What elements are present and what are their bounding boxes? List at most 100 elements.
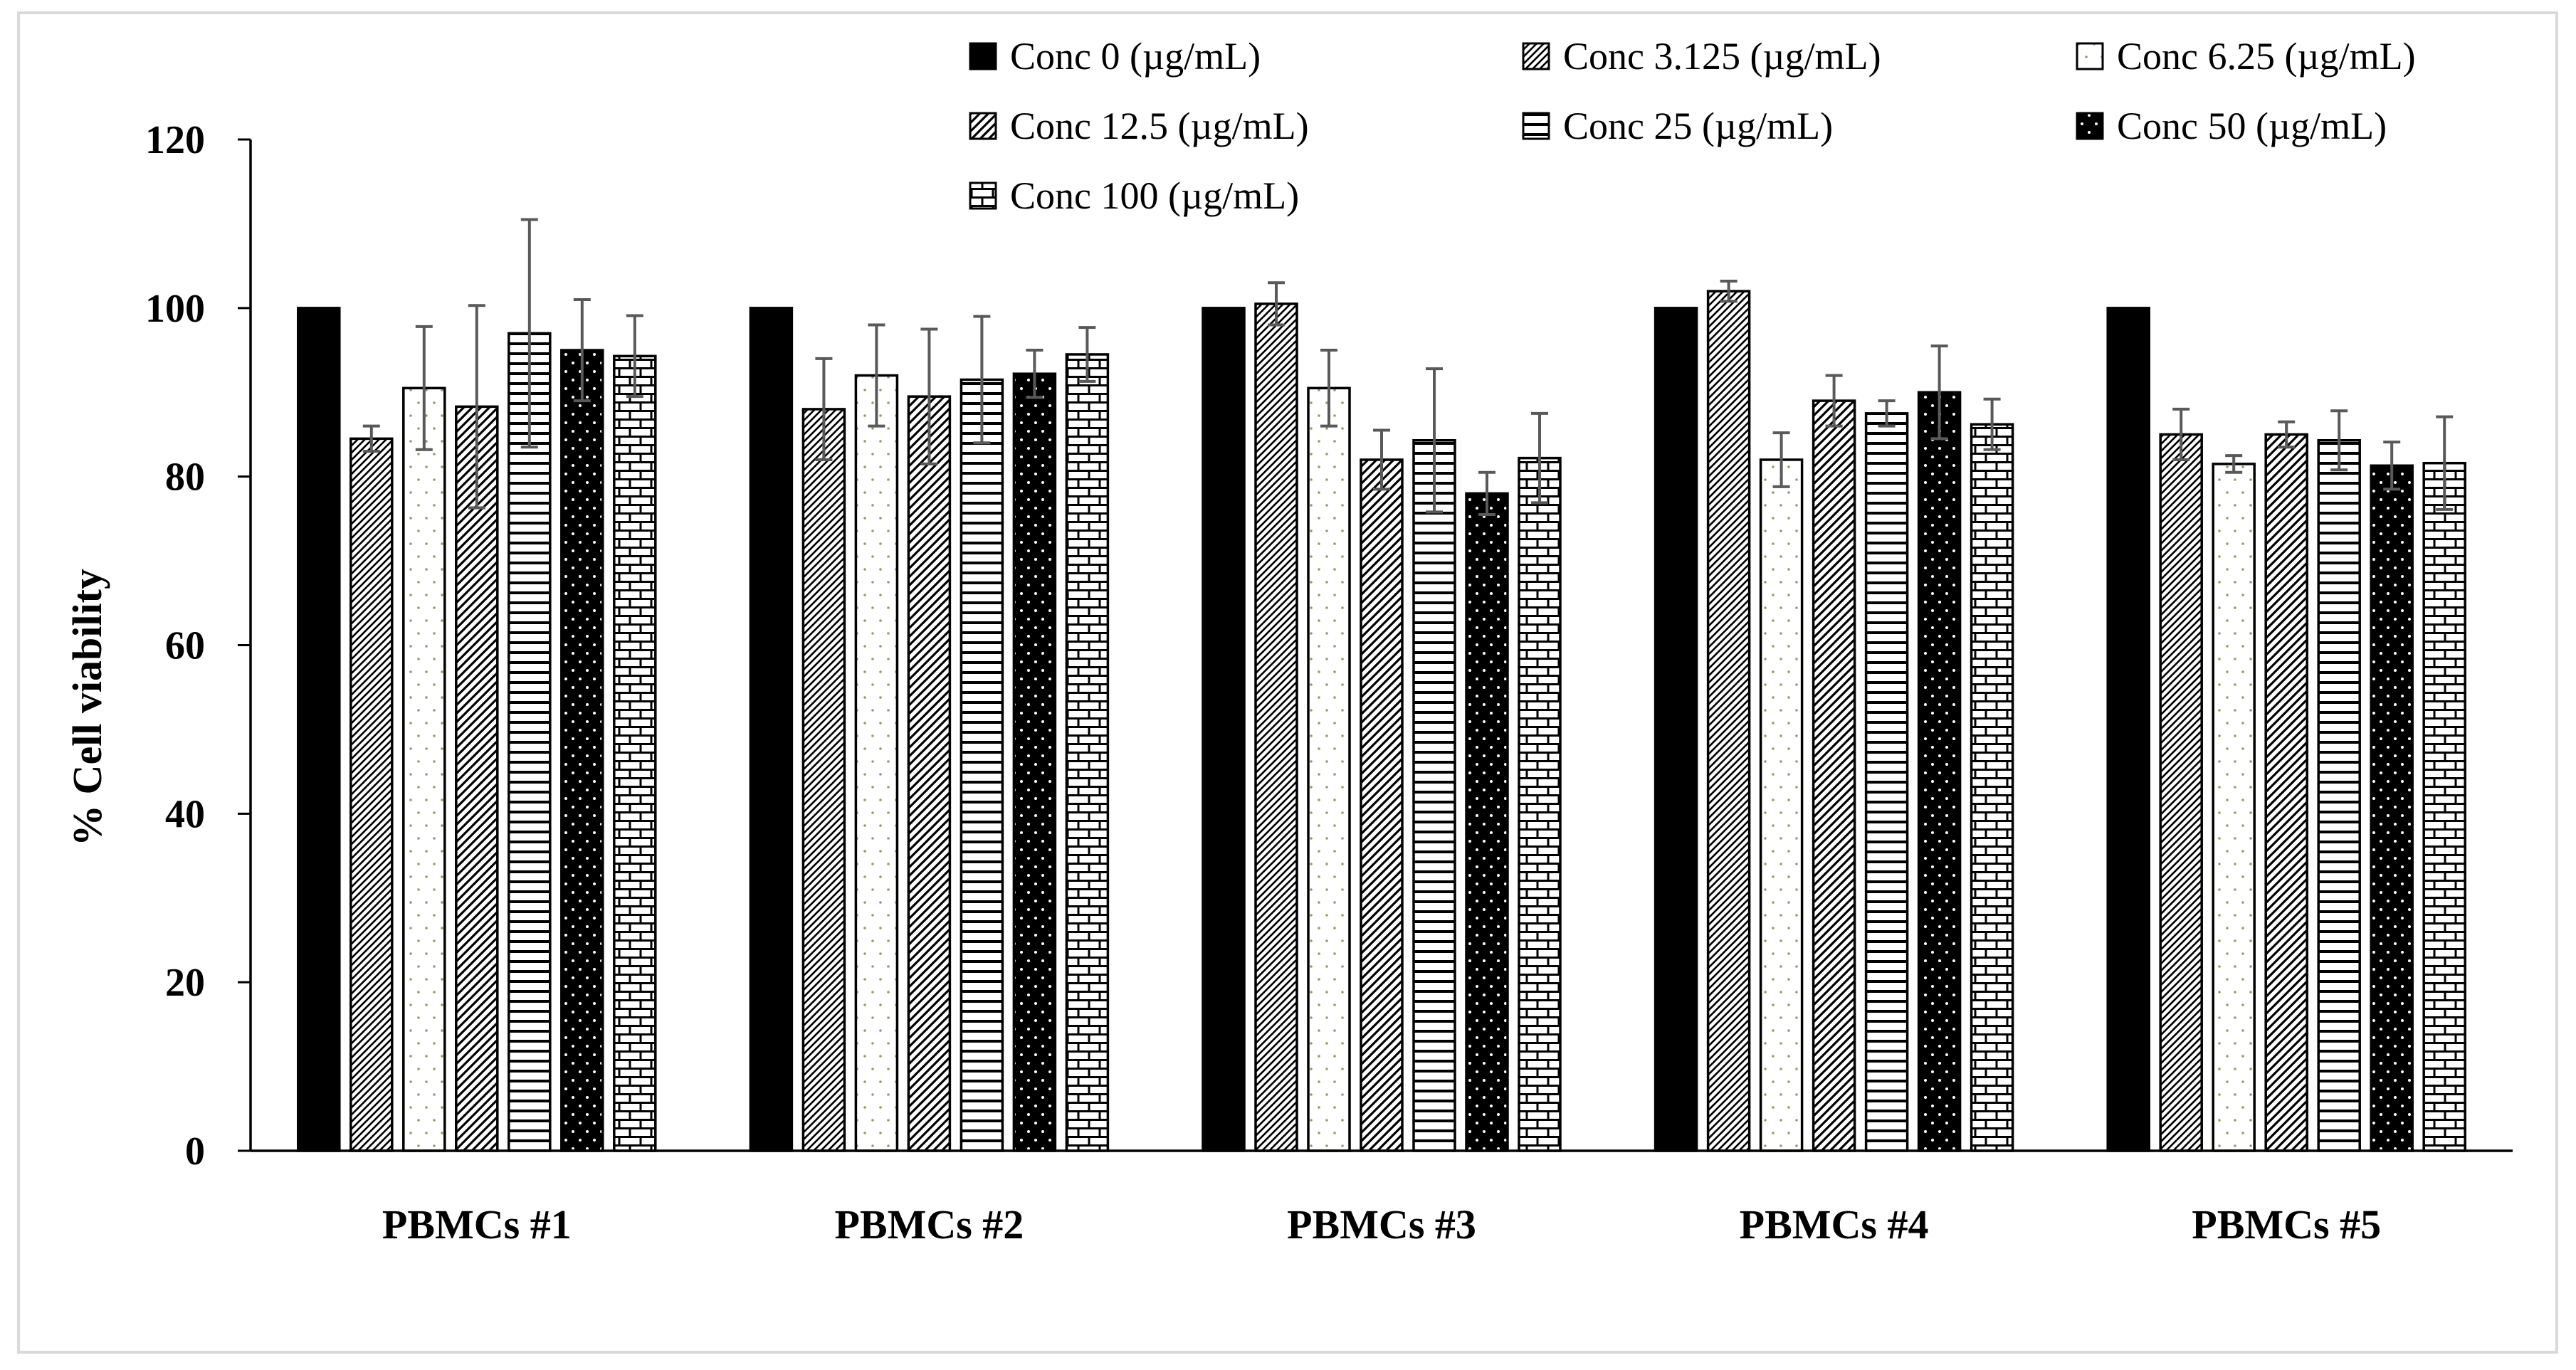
bar-pbmcs-5-series-2	[2159, 433, 2203, 1152]
bar-pbmcs-4-series-6	[1917, 391, 1962, 1152]
error-bar-pbmcs-2-series-6	[1026, 349, 1043, 399]
bar-pbmcs-1-series-7	[613, 354, 657, 1152]
bar-pbmcs-1-series-2	[349, 437, 394, 1152]
error-bar-pbmcs-1-series-6	[573, 297, 591, 403]
bar-pbmcs-3-series-1	[1202, 307, 1246, 1152]
bar-pbmcs-3-series-6	[1465, 492, 1509, 1152]
y-axis-ticks: 0 20 40 60 80 100 120	[145, 118, 251, 1174]
legend-swatch	[1522, 112, 1550, 140]
legend-label: Conc 6.25 (µg/mL)	[2117, 35, 2416, 78]
bar-pbmcs-4-series-1	[1654, 307, 1698, 1152]
legend: Conc 0 (µg/mL) Conc 3.125 (µg/mL) Conc 6.2…	[969, 35, 2416, 217]
error-bar-pbmcs-5-series-7	[2436, 415, 2454, 511]
bar-pbmcs-3-series-4	[1360, 458, 1404, 1152]
legend-item-series-4: Conc 12.5 (µg/mL)	[969, 105, 1309, 147]
y-tick-label: 40	[165, 792, 205, 836]
legend-item-series-7: Conc 100 (µg/mL)	[969, 174, 1299, 217]
error-bar-pbmcs-4-series-7	[1983, 397, 2001, 451]
error-bar-pbmcs-3-series-4	[1373, 428, 1390, 491]
error-bar-pbmcs-4-series-3	[1772, 431, 1790, 488]
legend-swatch	[2076, 112, 2104, 140]
error-bar-pbmcs-2-series-5	[973, 315, 991, 445]
legend-item-series-5: Conc 25 (µg/mL)	[1522, 105, 1833, 147]
error-bar-pbmcs-3-series-2	[1268, 281, 1285, 327]
bar-pbmcs-1-series-3	[402, 386, 446, 1152]
bar-pbmcs-4-series-3	[1759, 458, 1804, 1152]
error-bar-pbmcs-1-series-7	[626, 314, 643, 399]
bar-pbmcs-5-series-6	[2370, 464, 2414, 1152]
error-bar-pbmcs-3-series-7	[1531, 411, 1548, 505]
x-category-label: PBMCs #5	[2192, 1201, 2381, 1248]
y-tick-label: 120	[145, 118, 205, 162]
bar-pbmcs-2-series-2	[801, 408, 846, 1152]
legend-swatch	[969, 112, 997, 140]
bar-pbmcs-4-series-2	[1706, 290, 1751, 1152]
error-bar-pbmcs-2-series-4	[920, 327, 938, 465]
bar-pbmcs-5-series-3	[2212, 463, 2256, 1152]
error-bar-pbmcs-2-series-3	[868, 323, 885, 428]
error-bar-pbmcs-2-series-7	[1078, 326, 1096, 383]
bar-pbmcs-3-series-7	[1518, 456, 1562, 1152]
legend-label: Conc 0 (µg/mL)	[1010, 35, 1261, 78]
x-category-label: PBMCs #2	[834, 1201, 1024, 1248]
bar-pbmcs-3-series-2	[1254, 302, 1298, 1152]
y-tick-label: 0	[185, 1129, 205, 1174]
bar-pbmcs-3-series-3	[1307, 386, 1351, 1152]
legend-swatch	[969, 181, 997, 210]
legend-label: Conc 100 (µg/mL)	[1010, 174, 1299, 217]
bar-pbmcs-2-series-7	[1065, 353, 1110, 1152]
bar-pbmcs-4-series-4	[1812, 399, 1856, 1152]
bar-pbmcs-5-series-1	[2106, 307, 2150, 1152]
legend-label: Conc 50 (µg/mL)	[2117, 105, 2387, 147]
bar-pbmcs-2-series-6	[1012, 372, 1057, 1152]
legend-swatch	[2076, 42, 2104, 70]
bar-pbmcs-5-series-7	[2422, 461, 2466, 1152]
bar-pbmcs-1-series-6	[560, 349, 604, 1152]
error-bars	[362, 218, 2454, 516]
error-bar-pbmcs-5-series-6	[2383, 441, 2401, 491]
bar-pbmcs-2-series-3	[854, 374, 899, 1152]
error-bar-pbmcs-4-series-5	[1878, 399, 1896, 428]
y-tick-label: 80	[165, 455, 205, 500]
bar-pbmcs-2-series-5	[960, 378, 1004, 1152]
legend-item-series-2: Conc 3.125 (µg/mL)	[1522, 35, 1881, 78]
bar-pbmcs-2-series-1	[749, 307, 794, 1152]
x-category-label: PBMCs #1	[382, 1201, 572, 1248]
legend-item-series-6: Conc 50 (µg/mL)	[2076, 105, 2387, 147]
error-bar-pbmcs-5-series-5	[2330, 409, 2348, 472]
legend-swatch	[969, 42, 997, 70]
bar-pbmcs-3-series-5	[1412, 438, 1456, 1152]
bar-pbmcs-2-series-4	[907, 395, 952, 1152]
bar-pbmcs-5-series-4	[2264, 433, 2308, 1152]
error-bar-pbmcs-4-series-2	[1720, 279, 1738, 303]
bar-pbmcs-1-series-4	[455, 405, 499, 1152]
legend-label: Conc 3.125 (µg/mL)	[1563, 35, 1881, 78]
error-bar-pbmcs-5-series-4	[2278, 420, 2296, 449]
x-category-label: PBMCs #3	[1287, 1201, 1476, 1248]
error-bar-pbmcs-3-series-6	[1478, 470, 1495, 516]
bars	[297, 290, 2466, 1152]
error-bar-pbmcs-1-series-2	[362, 424, 380, 453]
error-bar-pbmcs-1-series-5	[520, 218, 538, 449]
error-bar-pbmcs-5-series-3	[2225, 454, 2243, 474]
error-bar-pbmcs-3-series-5	[1426, 367, 1443, 514]
y-tick-label: 100	[145, 287, 205, 331]
error-bar-pbmcs-2-series-2	[815, 357, 833, 461]
axes	[249, 139, 2513, 1152]
error-bar-pbmcs-4-series-4	[1825, 374, 1843, 428]
category-labels: PBMCs #1 PBMCs #2 PBMCs #3 PBMCs #4 PBMCs #5	[382, 1201, 2381, 1248]
legend-item-series-1: Conc 0 (µg/mL)	[969, 35, 1261, 78]
y-axis-label: % Cell viability	[64, 569, 110, 846]
error-bar-pbmcs-3-series-3	[1320, 349, 1337, 428]
y-tick-label: 20	[165, 961, 205, 1005]
legend-item-series-3: Conc 6.25 (µg/mL)	[2076, 35, 2416, 78]
legend-swatch	[1522, 42, 1550, 70]
error-bar-pbmcs-5-series-2	[2172, 407, 2190, 461]
error-bar-pbmcs-4-series-6	[1930, 344, 1948, 441]
bar-pbmcs-4-series-5	[1864, 412, 1909, 1152]
legend-label: Conc 12.5 (µg/mL)	[1010, 105, 1309, 147]
legend-label: Conc 25 (µg/mL)	[1563, 105, 1833, 147]
error-bar-pbmcs-1-series-3	[415, 325, 433, 451]
error-bar-pbmcs-1-series-4	[468, 304, 485, 510]
